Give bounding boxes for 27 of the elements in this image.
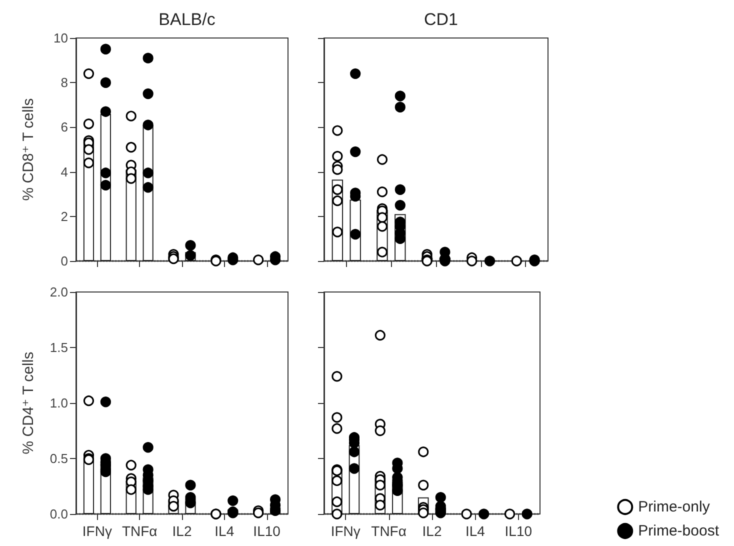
y-tick-label: 8 bbox=[60, 75, 68, 90]
x-tick-label: IL4 bbox=[214, 523, 234, 539]
y-tick-label: 2 bbox=[60, 208, 68, 224]
chart-title: CD1 bbox=[424, 10, 458, 29]
y-tick-label: 10 bbox=[54, 30, 68, 46]
y-tick-label: 0.0 bbox=[50, 506, 68, 522]
x-tick-label: IFNγ bbox=[330, 523, 360, 539]
y-tick-label: 4 bbox=[60, 164, 68, 180]
x-tick-label: IFNγ bbox=[82, 523, 112, 539]
legend-label: Prime-only bbox=[638, 498, 710, 516]
x-tick-label: IL10 bbox=[253, 523, 281, 539]
y-tick-label: 1.0 bbox=[50, 396, 68, 410]
y-tick-label: 1.5 bbox=[50, 340, 68, 355]
x-tick-label: IL2 bbox=[172, 523, 192, 539]
x-tick-label: TNFα bbox=[371, 523, 406, 539]
y-axis-title: % CD4⁺ T cells bbox=[20, 352, 37, 454]
x-tick-label: IL2 bbox=[422, 523, 442, 539]
y-tick-label: 0 bbox=[60, 254, 68, 268]
y-axis-title: % CD8⁺ T cells bbox=[20, 98, 37, 201]
x-tick-label: IL4 bbox=[465, 523, 486, 539]
y-tick-label: 6 bbox=[60, 120, 68, 135]
legend-label: Prime-boost bbox=[638, 522, 720, 540]
x-tick-label: IL10 bbox=[504, 523, 532, 539]
y-tick-label: 2.0 bbox=[50, 284, 68, 300]
x-tick-label: TNFα bbox=[122, 523, 158, 539]
y-tick-label: 0.5 bbox=[50, 451, 68, 466]
chart-title: BALB/c bbox=[158, 10, 216, 29]
